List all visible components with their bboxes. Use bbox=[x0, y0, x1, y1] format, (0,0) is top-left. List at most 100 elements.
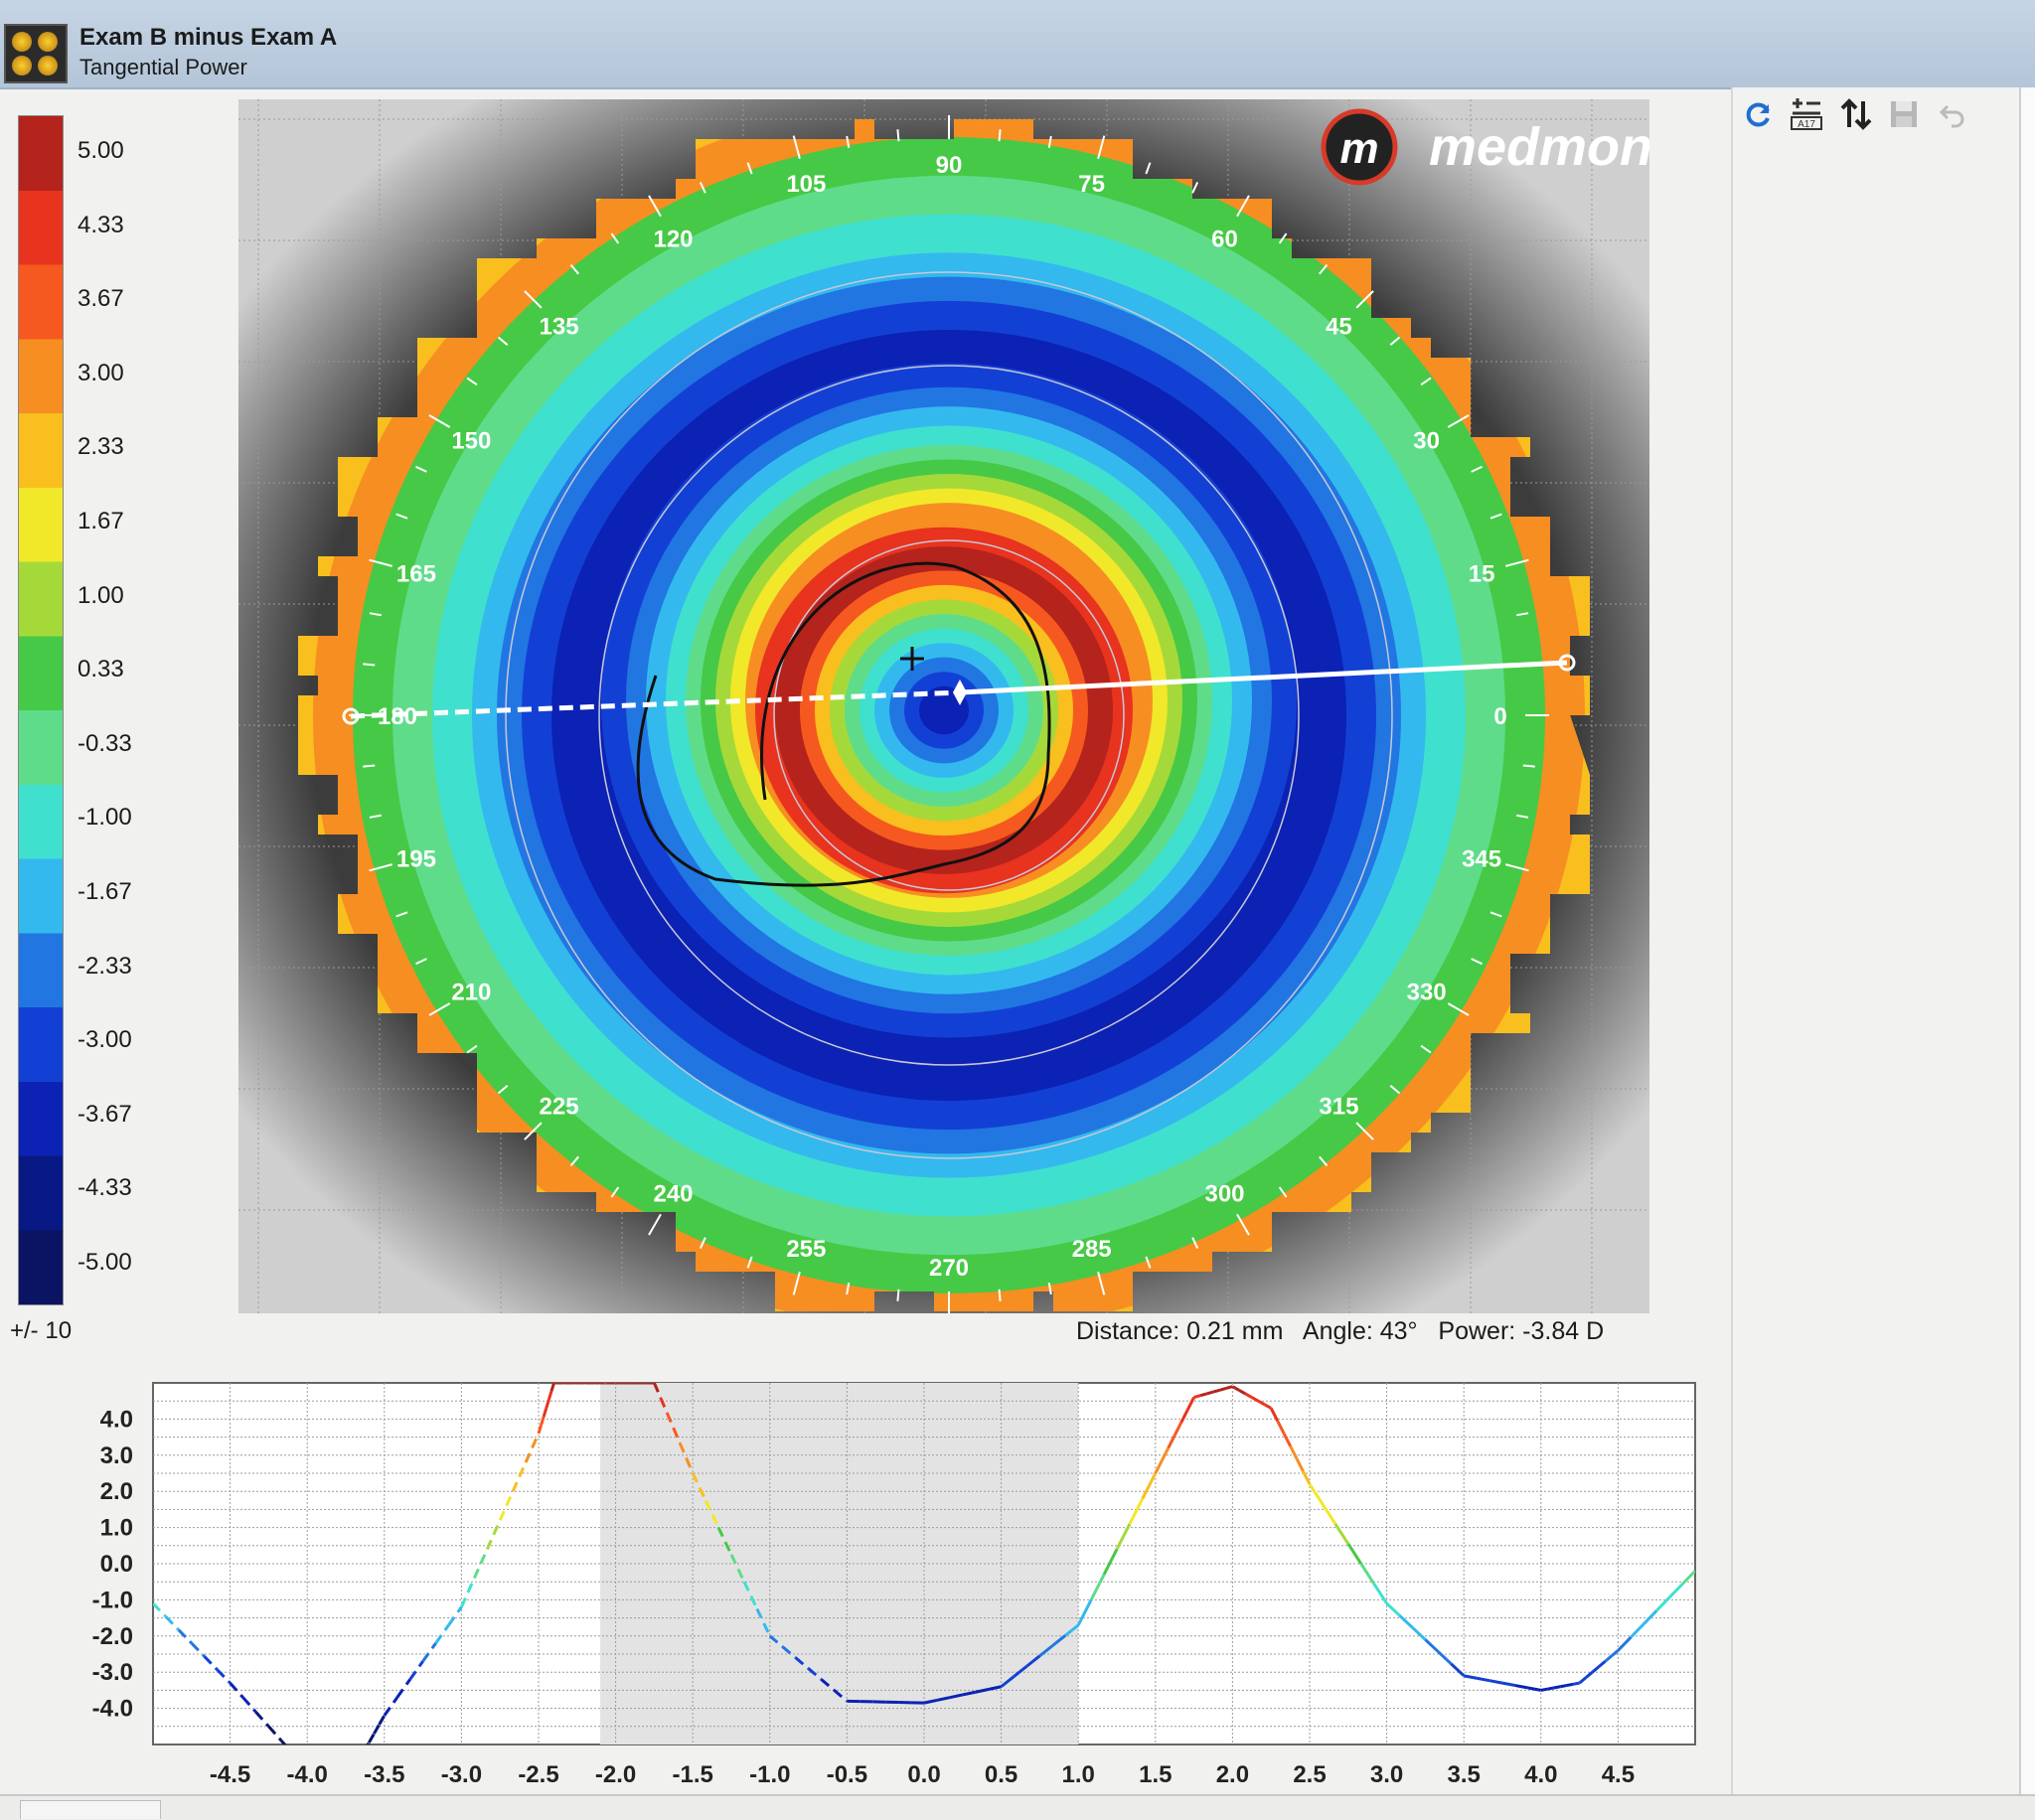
color-scale-label: 4.33 bbox=[78, 212, 124, 239]
color-scale-label: -5.00 bbox=[78, 1249, 132, 1277]
chart-x-tick: -2.5 bbox=[518, 1761, 558, 1788]
angle-label: 240 bbox=[653, 1181, 693, 1208]
angle-label: 150 bbox=[451, 428, 491, 455]
angle-label: 75 bbox=[1078, 171, 1105, 198]
window-title: Exam B minus Exam A bbox=[79, 24, 337, 52]
chart-y-tick: -3.0 bbox=[92, 1659, 133, 1686]
power-value: -3.84 D bbox=[1522, 1317, 1604, 1345]
cursor-readout: Distance: 0.21 mm Angle: 43° Power: -3.8… bbox=[1076, 1317, 1604, 1346]
color-scale-label: -4.33 bbox=[78, 1174, 132, 1202]
chart-x-tick: 4.0 bbox=[1524, 1761, 1557, 1788]
angle-tick bbox=[1000, 129, 1001, 141]
legend-settings-icon[interactable]: A17 bbox=[1787, 94, 1826, 134]
angle-label: 315 bbox=[1319, 1093, 1358, 1120]
chart-line-segment bbox=[1200, 1394, 1206, 1396]
angle-label: 135 bbox=[540, 314, 579, 341]
app-icon bbox=[4, 24, 68, 83]
angle-label: 255 bbox=[786, 1236, 826, 1263]
topography-map[interactable]: 0153045607590105120135150165180195210225… bbox=[238, 99, 1649, 1313]
chart-plot-area bbox=[153, 1383, 1695, 1744]
power-label: Power: bbox=[1438, 1317, 1515, 1345]
chart-x-tick: 0.5 bbox=[985, 1761, 1018, 1788]
angle-label: 15 bbox=[1469, 560, 1495, 587]
color-scale-label: -0.33 bbox=[78, 730, 132, 758]
angle-tick bbox=[897, 129, 898, 141]
window-subtitle: Tangential Power bbox=[79, 55, 247, 80]
color-scale-label: 3.67 bbox=[78, 285, 124, 313]
angle-label: 90 bbox=[936, 152, 963, 179]
angle-label: 45 bbox=[1326, 314, 1352, 341]
angle-tick bbox=[1523, 766, 1535, 767]
color-scale-label: -1.00 bbox=[78, 804, 132, 832]
angle-tick bbox=[897, 1289, 898, 1301]
color-scale-label: -2.33 bbox=[78, 953, 132, 981]
chart-y-tick: 0.0 bbox=[100, 1551, 133, 1578]
angle-label: 210 bbox=[451, 980, 491, 1006]
angle-label: 330 bbox=[1407, 980, 1447, 1006]
chart-line-segment bbox=[1560, 1686, 1566, 1687]
distance-label: Distance: bbox=[1076, 1317, 1179, 1345]
save-icon[interactable] bbox=[1884, 94, 1924, 134]
angle-label: 270 bbox=[929, 1255, 969, 1282]
bottom-tab[interactable] bbox=[20, 1800, 161, 1819]
angle-label: 165 bbox=[396, 560, 436, 587]
color-scale-bar bbox=[18, 115, 64, 1305]
angle-tick bbox=[1000, 1289, 1001, 1301]
chart-line-segment bbox=[1541, 1689, 1547, 1690]
angle-label: Angle: bbox=[1303, 1317, 1373, 1345]
chart-x-tick: 4.5 bbox=[1602, 1761, 1635, 1788]
color-scale-label: -3.67 bbox=[78, 1101, 132, 1129]
angle-label: 195 bbox=[396, 846, 436, 873]
brand-logo: m medmont bbox=[1324, 111, 1649, 183]
chart-x-tick: -0.5 bbox=[827, 1761, 867, 1788]
chart-x-tick: 3.0 bbox=[1370, 1761, 1403, 1788]
angle-value: 43° bbox=[1380, 1317, 1418, 1345]
color-scale-label: 3.00 bbox=[78, 360, 124, 387]
chart-x-tick: 2.5 bbox=[1293, 1761, 1326, 1788]
chart-y-tick: 2.0 bbox=[100, 1478, 133, 1505]
bottom-tab-strip bbox=[0, 1794, 2035, 1820]
angle-tick bbox=[363, 766, 375, 767]
chart-line-segment bbox=[1213, 1390, 1219, 1392]
angle-label: 60 bbox=[1211, 226, 1238, 252]
distance-value: 0.21 mm bbox=[1186, 1317, 1283, 1345]
chart-x-tick: 1.5 bbox=[1139, 1761, 1172, 1788]
vertical-scrollbar[interactable] bbox=[2019, 87, 2035, 1796]
chart-line-segment bbox=[1194, 1396, 1200, 1398]
chart-x-tick: -3.0 bbox=[441, 1761, 482, 1788]
map-toolbar: A17 bbox=[1739, 94, 1977, 134]
refresh-icon[interactable] bbox=[1739, 94, 1779, 134]
chart-line-segment bbox=[1226, 1387, 1232, 1389]
color-scale-label: 1.67 bbox=[78, 508, 124, 535]
chart-y-tick: -4.0 bbox=[92, 1696, 133, 1723]
brand-mark: m bbox=[1339, 124, 1378, 173]
sort-icon[interactable] bbox=[1836, 94, 1876, 134]
chart-x-tick: -1.0 bbox=[749, 1761, 790, 1788]
chart-line-segment bbox=[1573, 1683, 1579, 1684]
chart-x-tick: 0.0 bbox=[907, 1761, 940, 1788]
power-profile-chart[interactable]: 4.03.02.01.00.0-1.0-2.0-3.0-4.0 -4.5-4.0… bbox=[0, 1361, 1729, 1788]
chart-x-tick: -2.0 bbox=[595, 1761, 636, 1788]
chart-y-tick: 4.0 bbox=[100, 1406, 133, 1433]
chart-line-segment bbox=[1567, 1684, 1573, 1685]
angle-label: 0 bbox=[1493, 703, 1506, 730]
highlighted-zone bbox=[600, 1383, 1078, 1744]
chart-x-tick: 1.0 bbox=[1062, 1761, 1095, 1788]
chart-line-segment bbox=[1554, 1687, 1560, 1688]
chart-line-segment bbox=[1207, 1392, 1213, 1394]
angle-label: 105 bbox=[786, 171, 826, 198]
brand-name: medmont bbox=[1429, 117, 1649, 177]
window-titlebar: Exam B minus Exam A Tangential Power bbox=[0, 0, 2035, 89]
angle-label: 225 bbox=[540, 1093, 579, 1120]
angle-label: 285 bbox=[1072, 1236, 1112, 1263]
color-scale-label: 2.33 bbox=[78, 433, 124, 461]
chart-x-tick: -1.5 bbox=[673, 1761, 713, 1788]
angle-label: 300 bbox=[1204, 1181, 1244, 1208]
chart-x-tick: 2.0 bbox=[1216, 1761, 1249, 1788]
undo-icon[interactable] bbox=[1932, 94, 1971, 134]
angle-tick bbox=[363, 664, 375, 665]
right-side-panel bbox=[1731, 87, 2021, 1796]
legend-settings-badge: A17 bbox=[1798, 119, 1815, 130]
color-scale-label: -1.67 bbox=[78, 878, 132, 906]
color-scale-label: 5.00 bbox=[78, 137, 124, 165]
